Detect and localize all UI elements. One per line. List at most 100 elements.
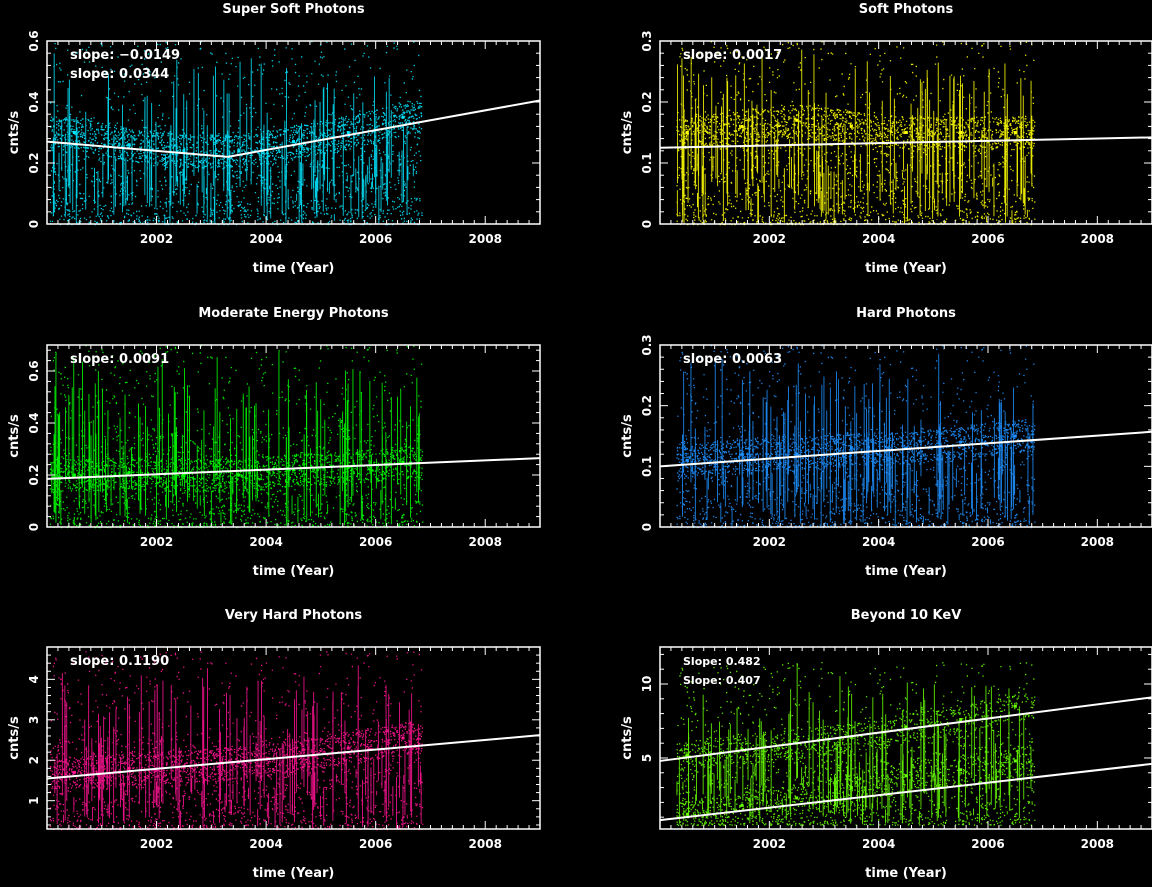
data-point-0-0: [72, 131, 76, 134]
scatter-points: [49, 345, 424, 529]
x-tick-label: 2002: [753, 232, 786, 246]
x-axis-label: time (Year): [865, 564, 947, 579]
chart-panel-0: Super Soft Photons 2002 2004 2006 2008 0 0.2 0.…: [7, 2, 541, 276]
slope-annotation: slope: −0.0149: [70, 48, 180, 63]
y-tick-label: 0.2: [27, 152, 41, 173]
y-tick-label: 0.6: [27, 360, 41, 381]
y-tick-label: 10: [640, 676, 654, 693]
data-point-0-1: [740, 452, 744, 456]
x-tick-label: 2008: [469, 232, 502, 246]
data-point-0-0: [72, 473, 76, 477]
chart-panel-3: Hard Photons 2002 2004 2006 2008 0 0.1 0.2 0.3 ti…: [620, 306, 1152, 579]
y-tick-label: 1: [27, 797, 41, 805]
data-point-0-2: [182, 473, 186, 477]
chart-panel-5: Beyond 10 KeV 2002 2004 2006 2008 5 10 time (Ye…: [620, 608, 1152, 881]
fit-line-1: [227, 99, 541, 158]
data-point-0-5: [959, 440, 963, 444]
data-point-0-3: [849, 124, 853, 128]
point-cloud: [49, 651, 424, 831]
plot-frame: [46, 646, 541, 830]
data-point-1-0: [685, 812, 689, 816]
y-tick-label: 0.1: [640, 456, 654, 477]
chart-title: Hard Photons: [856, 306, 956, 321]
y-axis-label: cnts/s: [620, 414, 635, 458]
data-point-0-5: [959, 131, 963, 134]
fit-line-0: [659, 136, 1152, 149]
y-tick-label: 5: [640, 754, 654, 762]
x-axis-label: time (Year): [865, 866, 947, 881]
fit-line-0: [46, 140, 228, 158]
fit-line-0: [659, 430, 1152, 468]
scatter-points: [49, 651, 424, 831]
y-tick-label: 0: [640, 220, 654, 228]
y-axis-label: cnts/s: [620, 111, 635, 155]
slope-annotation: Slope: 0.482: [683, 655, 761, 668]
data-point-0-3: [237, 149, 241, 153]
data-point-0-1: [127, 766, 131, 770]
data-point-0-0: [72, 770, 76, 774]
x-tick-label: 2006: [359, 837, 392, 851]
data-point-0-2: [795, 452, 799, 456]
x-tick-label: 2004: [249, 232, 282, 246]
slope-annotation: slope: 0.0017: [683, 48, 782, 63]
data-point-0-6: [401, 115, 405, 119]
y-tick-label: 0.4: [27, 412, 41, 433]
x-tick-label: 2004: [862, 232, 895, 246]
x-tick-label: 2002: [753, 837, 786, 851]
x-tick-label: 2004: [862, 535, 895, 549]
y-tick-label: 0.2: [27, 464, 41, 485]
scatter-points: [676, 661, 1036, 826]
x-tick-label: 2008: [469, 535, 502, 549]
chart-panel-4: Very Hard Photons 2002 2004 2006 2008 1 2 3 4 tim…: [7, 608, 541, 881]
point-cloud: [49, 345, 424, 529]
slope-annotation: Slope: 0.407: [683, 674, 761, 687]
x-tick-label: 2006: [359, 232, 392, 246]
data-point-0-0: [685, 131, 689, 134]
y-tick-label: 0: [27, 523, 41, 531]
data-point-0-3: [849, 735, 853, 739]
data-point-1-4: [904, 774, 908, 778]
data-point-0-4: [904, 131, 908, 134]
x-tick-label: 2008: [1081, 232, 1114, 246]
plot-frame: [659, 344, 1152, 528]
chart-panel-1: Soft Photons 2002 2004 2006 2008 0 0.1 0.2 0.3 ti…: [620, 2, 1152, 276]
point-cloud: [676, 41, 1036, 226]
data-point-1-6: [1013, 759, 1017, 763]
data-point-1-2: [795, 796, 799, 800]
point-cloud: [676, 661, 1036, 826]
x-axis-label: time (Year): [253, 564, 335, 579]
data-point-0-4: [904, 725, 908, 729]
x-tick-label: 2004: [249, 837, 282, 851]
y-tick-label: 0.2: [640, 395, 654, 416]
fit-line-0: [46, 734, 541, 780]
y-tick-label: 0.6: [27, 30, 41, 51]
chart-panel-2: Moderate Energy Photons 2002 2004 2006 2008 0…: [7, 306, 541, 579]
y-tick-label: 0.3: [640, 30, 654, 51]
chart-title: Beyond 10 KeV: [851, 608, 962, 623]
data-point-0-5: [346, 746, 350, 750]
data-point-0-1: [127, 470, 131, 474]
y-tick-label: 0.3: [640, 334, 654, 355]
x-tick-label: 2002: [753, 535, 786, 549]
x-tick-label: 2008: [469, 837, 502, 851]
y-axis-label: cnts/s: [620, 716, 635, 760]
x-tick-label: 2006: [359, 535, 392, 549]
fit-line-1: [659, 762, 1152, 822]
data-point-0-3: [237, 473, 241, 477]
y-tick-label: 0.4: [27, 91, 41, 112]
plot-frame: [659, 40, 1152, 225]
data-point-0-6: [1013, 704, 1017, 708]
x-tick-label: 2002: [140, 232, 173, 246]
y-tick-label: 0.1: [640, 152, 654, 173]
x-tick-label: 2002: [140, 837, 173, 851]
plot-frame: [46, 40, 541, 225]
y-axis-label: cnts/s: [7, 414, 22, 458]
data-point-0-4: [292, 468, 295, 472]
data-point-0-3: [849, 446, 853, 450]
scatter-points: [676, 345, 1036, 529]
slope-annotation: slope: 0.0344: [70, 67, 169, 82]
data-point-0-6: [1013, 131, 1017, 134]
chart-title: Very Hard Photons: [225, 608, 363, 623]
